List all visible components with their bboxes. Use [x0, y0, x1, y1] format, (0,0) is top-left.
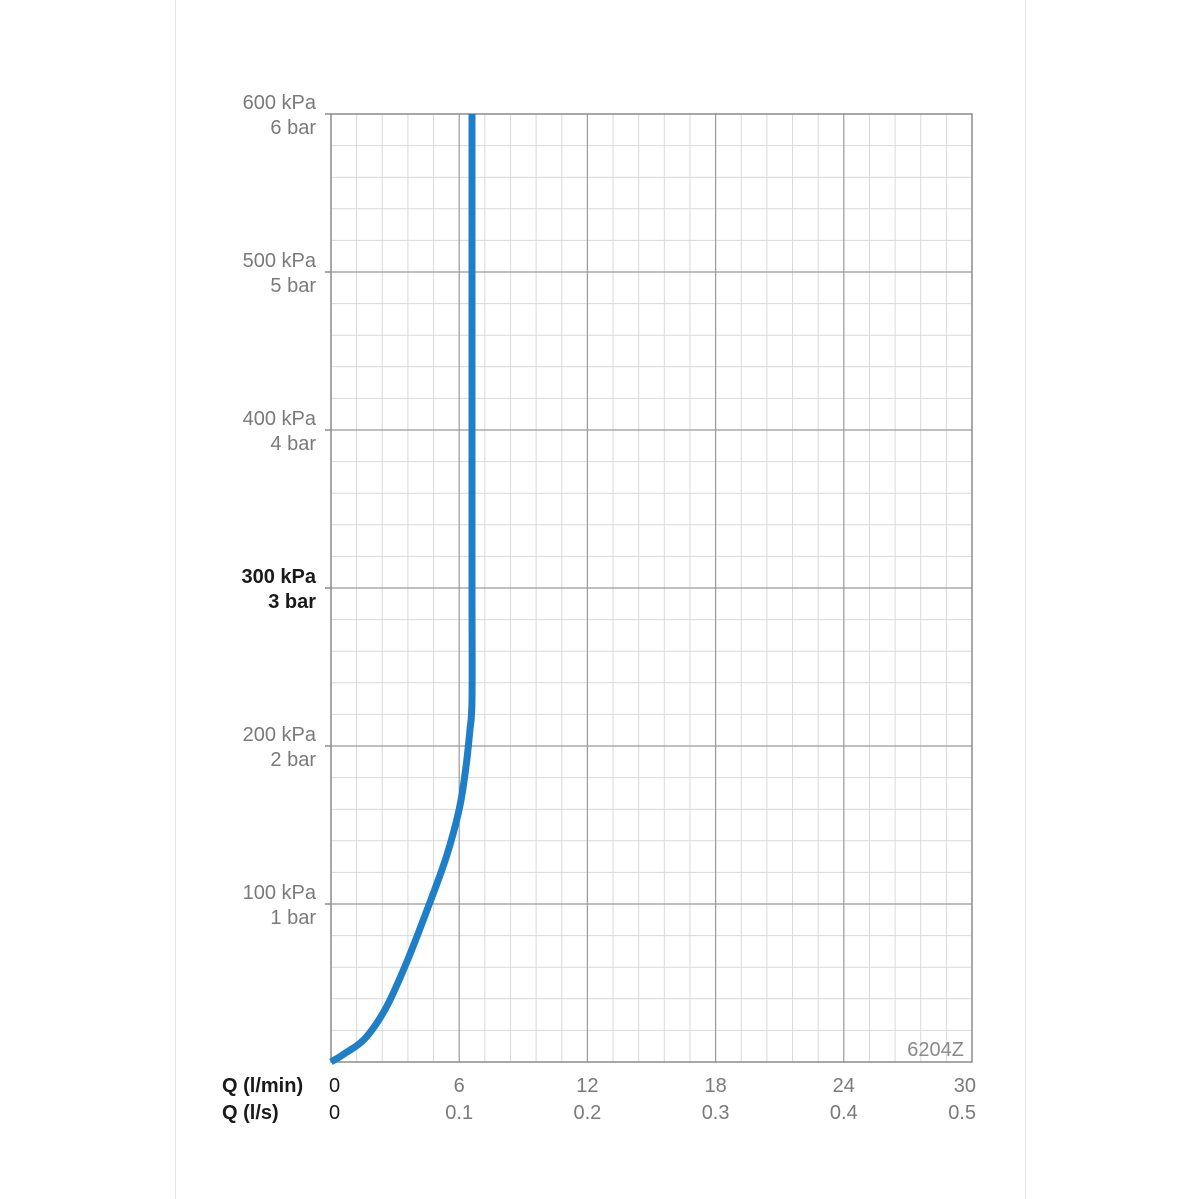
flow-curve	[329, 114, 476, 1065]
y-tick-label-bar: 6 bar	[270, 117, 316, 139]
x-tick-label-lmin: 6	[454, 1075, 465, 1097]
major-grid	[331, 114, 972, 1062]
x-tick-label-lmin: 24	[833, 1075, 855, 1097]
x-tick-label-lmin: 12	[576, 1075, 598, 1097]
x-axis-label-ls: Q (l/s)	[222, 1102, 279, 1124]
x-tick-label-ls: 0.5	[948, 1102, 976, 1124]
x-tick-label-lmin: 0	[329, 1075, 340, 1097]
y-tick-label-kpa: 100 kPa	[243, 882, 317, 904]
y-tick-label-bar: 5 bar	[270, 275, 316, 297]
y-tick-label-kpa: 600 kPa	[243, 92, 317, 114]
y-axis-ticks: 100 kPa 1 bar 200 kPa 2 bar 300 kPa 3 bar 400 …	[241, 92, 331, 929]
x-tick-label-lmin: 30	[954, 1075, 976, 1097]
x-tick-label-ls: 0.2	[573, 1102, 601, 1124]
series-layer	[329, 114, 476, 1065]
y-tick-label-bar: 3 bar	[268, 591, 316, 613]
model-code: 6204Z	[907, 1039, 964, 1061]
y-tick-label-kpa: 300 kPa	[241, 566, 316, 588]
x-tick-label-ls: 0.4	[830, 1102, 858, 1124]
y-tick-label-bar: 1 bar	[270, 907, 316, 929]
x-tick-label-ls: 0.1	[445, 1102, 473, 1124]
x-tick-label-lmin: 18	[704, 1075, 726, 1097]
y-tick-label-kpa: 400 kPa	[243, 408, 317, 430]
y-tick-label-kpa: 200 kPa	[243, 724, 317, 746]
x-tick-label-ls: 0	[329, 1102, 340, 1124]
x-axis-label-lmin: Q (l/min)	[222, 1075, 303, 1097]
y-tick-label-bar: 4 bar	[270, 433, 316, 455]
x-axis-ticks: 0 0 6 0.1 12 0.2 18 0.3 24 0.4 30 0.5	[329, 1075, 976, 1124]
y-tick-label-kpa: 500 kPa	[243, 250, 317, 272]
y-tick-label-bar: 2 bar	[270, 749, 316, 771]
x-tick-label-ls: 0.3	[702, 1102, 730, 1124]
